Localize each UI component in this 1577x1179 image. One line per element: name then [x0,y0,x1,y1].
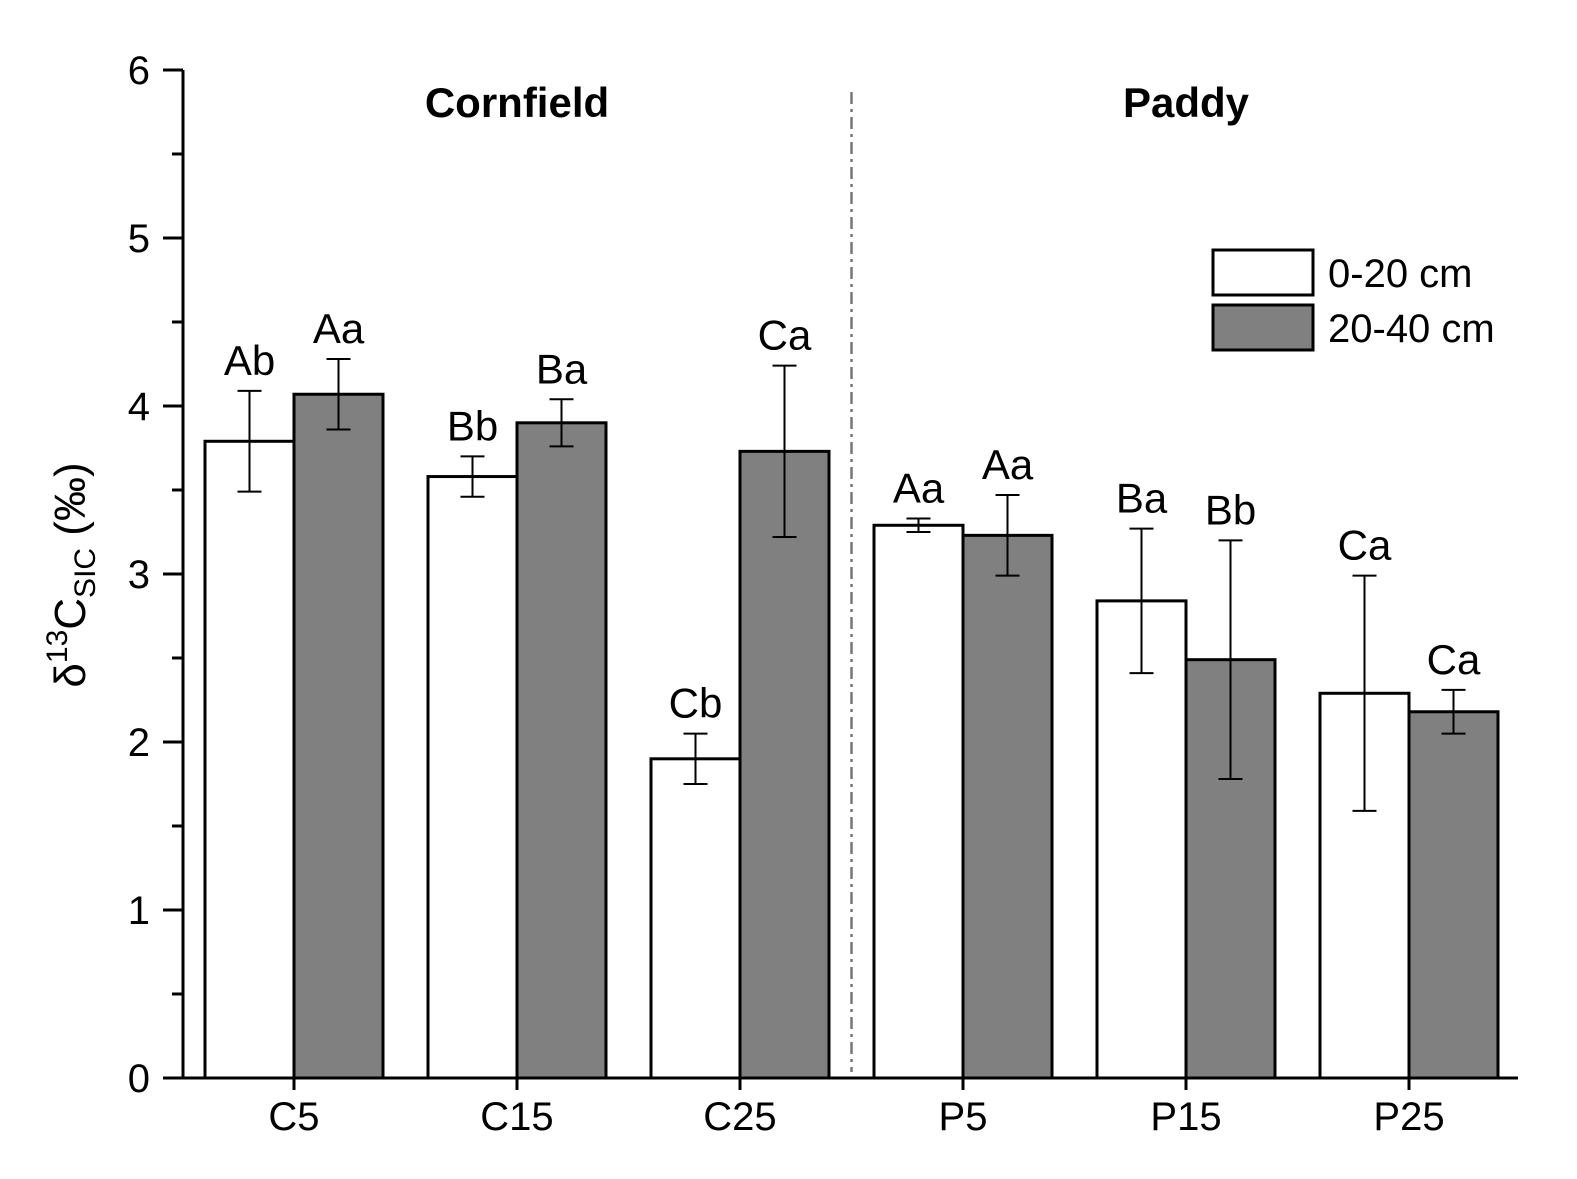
x-tick-label-p5: P5 [939,1095,988,1139]
sig-label-c15-20-40cm: Ba [536,345,588,392]
sig-label-p5-20-40cm: Aa [982,441,1034,488]
y-tick-label-6: 6 [128,49,150,93]
bar-c5-20-40cm [292,392,385,1080]
bar-c25-20-40cm [738,449,831,1080]
bar-p25-20-40cm [1407,710,1500,1080]
legend-label-0-20cm: 0-20 cm [1328,252,1473,296]
x-tick-label-p15: P15 [1150,1095,1221,1139]
y-axis-label: δ13CSIC (‰) [41,462,102,687]
y-tick-label-4: 4 [128,385,150,429]
y-axis-label-superscript: 13 [41,630,74,663]
bar-c15-0-20cm [426,475,519,1080]
legend-swatch-0-20cm [1211,248,1315,297]
x-tick-label-c15: C15 [480,1095,553,1139]
x-tick-label-p25: P25 [1373,1095,1444,1139]
sig-label-p15-0-20cm: Ba [1116,475,1168,522]
bar-c5-0-20cm [203,439,296,1080]
x-tick-label-c5: C5 [268,1095,319,1139]
sig-label-c15-0-20cm: Bb [447,402,498,449]
legend-label-20-40cm: 20-40 cm [1328,307,1495,351]
y-tick-label-5: 5 [128,217,150,261]
sig-label-p15-20-40cm: Bb [1205,486,1256,533]
sig-label-c25-0-20cm: Cb [669,680,723,727]
group-label-cornfield: Cornfield [425,79,609,126]
sig-label-c25-20-40cm: Ca [758,312,812,359]
y-axis-label-subscript: SIC [69,548,102,598]
bar-c25-0-20cm [649,757,742,1080]
plot-area: 0 1 2 3 4 5 6 Cornfield Paddy Ab Aa C5 Bb Ba C15 Cb Ca C2… [128,49,1518,1139]
y-tick-label-2: 2 [128,721,150,765]
x-tick-label-c25: C25 [703,1095,776,1139]
sig-label-p5-0-20cm: Aa [893,465,945,512]
sig-label-p25-0-20cm: Ca [1338,522,1392,569]
sig-label-c5-0-20cm: Ab [224,337,275,384]
y-axis-label-main: C [46,598,95,630]
bar-p5-0-20cm [872,523,965,1080]
y-axis-label-unit: (‰) [46,462,95,548]
legend: 0-20 cm 20-40 cm [1211,248,1495,352]
y-tick-label-3: 3 [128,553,150,597]
bar-c15-20-40cm [515,421,608,1080]
y-axis-label-prefix: δ [46,663,95,688]
legend-swatch-20-40cm [1211,303,1315,352]
y-tick-label-0: 0 [128,1057,150,1101]
group-label-paddy: Paddy [1123,79,1250,126]
bar-p5-20-40cm [961,533,1054,1080]
y-tick-label-1: 1 [128,889,150,933]
sig-label-c5-20-40cm: Aa [313,305,365,352]
sig-label-p25-20-40cm: Ca [1427,636,1481,683]
